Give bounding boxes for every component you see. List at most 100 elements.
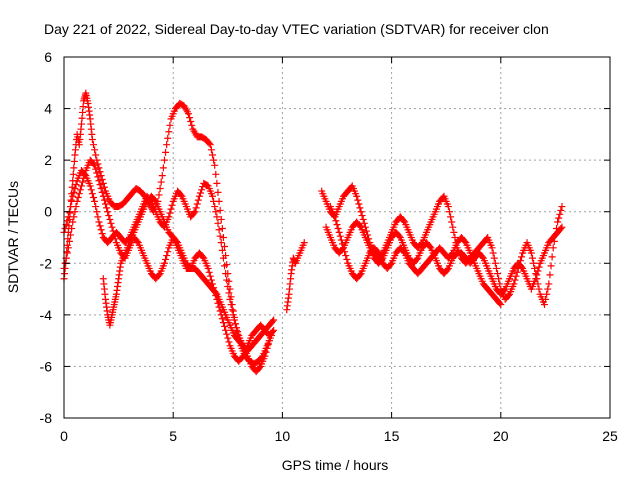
data-point: [211, 161, 219, 169]
data-point: [194, 196, 202, 204]
data-point: [209, 151, 217, 159]
data-point: [160, 156, 168, 164]
data-point: [92, 203, 100, 211]
data-point: [94, 213, 102, 221]
data-point: [64, 244, 72, 252]
axis-ticks: [63, 56, 611, 419]
data-point: [77, 182, 85, 190]
data-point: [195, 192, 203, 200]
data-point: [554, 218, 562, 226]
data-point: [230, 316, 238, 324]
data-point: [212, 170, 220, 178]
data-point: [96, 168, 104, 176]
chart-title: Day 221 of 2022, Sidereal Day-to-day VTE…: [44, 21, 549, 37]
data-point: [133, 237, 141, 245]
data-point: [168, 201, 176, 209]
series-track-e: [283, 239, 308, 314]
data-point: [262, 348, 270, 356]
data-point: [198, 186, 206, 194]
data-point: [357, 208, 365, 216]
data-point: [95, 177, 103, 185]
data-point: [496, 299, 504, 307]
data-point: [211, 203, 219, 211]
data-point: [490, 254, 498, 262]
series-track-h: [326, 203, 505, 309]
data-point: [193, 200, 201, 208]
data-point: [528, 254, 536, 262]
data-point: [362, 227, 370, 235]
data-point: [103, 204, 111, 212]
data-point: [93, 156, 101, 164]
data-point: [530, 259, 538, 267]
data-point: [91, 161, 99, 169]
data-point: [158, 172, 166, 180]
data-point: [360, 219, 368, 227]
data-point: [157, 178, 165, 186]
data-point: [542, 295, 550, 303]
data-point: [210, 284, 218, 292]
data-point: [222, 326, 230, 334]
data-point: [177, 191, 185, 199]
data-point: [225, 338, 233, 346]
data-point: [156, 185, 164, 193]
data-point: [450, 228, 458, 236]
data-point: [269, 317, 277, 325]
x-axis-label: GPS time / hours: [282, 457, 389, 473]
data-point: [216, 307, 224, 315]
data-point: [215, 226, 223, 234]
data-point: [218, 246, 226, 254]
data-point: [334, 224, 342, 232]
data-point: [488, 244, 496, 252]
data-point: [543, 290, 551, 298]
data-point: [97, 185, 105, 193]
data-point: [341, 248, 349, 256]
data-point: [207, 146, 215, 154]
data-point: [546, 271, 554, 279]
data-point: [96, 222, 104, 230]
data-point: [395, 232, 403, 240]
data-point: [217, 239, 225, 247]
data-point: [549, 244, 557, 252]
data-point: [160, 259, 168, 267]
data-point: [98, 188, 106, 196]
data-point: [163, 141, 171, 149]
data-point: [76, 186, 84, 194]
data-point: [527, 249, 535, 257]
data-point: [547, 262, 555, 270]
data-point: [343, 255, 351, 263]
data-point: [81, 170, 89, 178]
data-point: [217, 215, 225, 223]
data-point: [355, 200, 363, 208]
data-point: [234, 328, 242, 336]
data-point: [545, 280, 553, 288]
data-point: [107, 219, 115, 227]
data-point: [491, 259, 499, 267]
data-point: [532, 275, 540, 283]
data-point: [359, 215, 367, 223]
data-point: [535, 285, 543, 293]
data-point: [447, 213, 455, 221]
data-point: [222, 270, 230, 278]
data-point: [163, 252, 171, 260]
data-point: [69, 218, 77, 226]
data-point: [214, 219, 222, 227]
data-point: [106, 215, 114, 223]
data-point: [558, 203, 566, 211]
data-point: [534, 267, 542, 275]
data-point: [216, 206, 224, 214]
y-tick-label: 0: [44, 204, 52, 220]
data-point: [97, 172, 105, 180]
data-point: [335, 228, 343, 236]
data-point: [186, 114, 194, 122]
data-point: [264, 341, 272, 349]
data-point: [217, 311, 225, 319]
data-point: [518, 253, 526, 261]
data-point: [209, 192, 217, 200]
data-point: [270, 316, 278, 324]
data-point: [165, 128, 173, 136]
data-point: [214, 299, 222, 307]
data-point: [184, 110, 192, 118]
data-point: [63, 249, 71, 257]
data-point: [228, 306, 236, 314]
